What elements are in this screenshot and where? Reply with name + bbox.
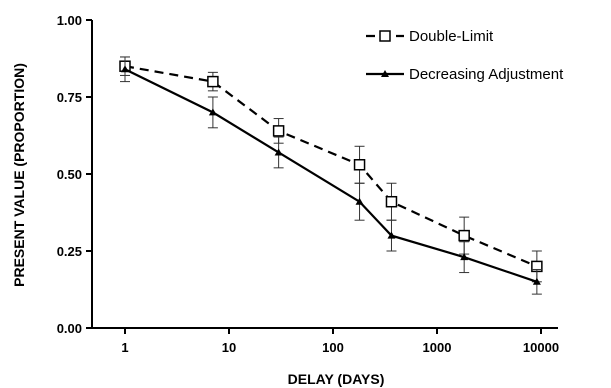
data-point-triangle — [532, 277, 541, 285]
x-tick-label: 10 — [222, 340, 236, 355]
legend-marker-square — [379, 30, 391, 42]
data-point-triangle — [274, 148, 283, 156]
series-line — [124, 68, 538, 283]
x-tick-label: 10000 — [523, 340, 559, 355]
y-tick-label: 1.00 — [57, 13, 82, 28]
y-tick-label: 0.75 — [57, 90, 82, 105]
x-tick-label: 1000 — [423, 340, 452, 355]
data-point-triangle — [387, 231, 396, 239]
x-axis-title: DELAY (DAYS) — [288, 371, 385, 387]
plot-area — [119, 56, 543, 295]
data-point-square — [385, 195, 398, 208]
data-point-triangle — [121, 65, 129, 73]
legend-label: Decreasing Adjustment — [409, 66, 564, 83]
x-tick-label: 100 — [322, 340, 344, 355]
series-line — [124, 65, 538, 268]
series-1 — [120, 56, 542, 295]
data-point-triangle — [355, 197, 364, 205]
data-point-triangle — [460, 253, 469, 261]
series-0 — [119, 56, 543, 283]
y-ticks: 0.00 0.25 0.50 0.75 1.00 — [57, 13, 92, 336]
legend-label: Double-Limit — [409, 28, 494, 45]
legend-marker-triangle — [381, 70, 389, 77]
data-point-square — [272, 125, 285, 137]
data-point-square — [353, 159, 366, 171]
y-tick-label: 0.00 — [57, 321, 82, 336]
y-axis-title: PRESENT VALUE (PROPORTION) — [11, 63, 27, 287]
x-tick-label: 1 — [121, 340, 128, 355]
y-tick-label: 0.25 — [57, 244, 82, 259]
y-tick-label: 0.50 — [57, 167, 82, 182]
data-point-triangle — [208, 108, 217, 116]
x-ticks: 1 10 100 1000 10000 — [121, 328, 559, 355]
legend: Double-Limit Decreasing Adjustment — [366, 28, 564, 83]
data-point-square — [207, 75, 219, 88]
data-point-square — [458, 229, 470, 242]
